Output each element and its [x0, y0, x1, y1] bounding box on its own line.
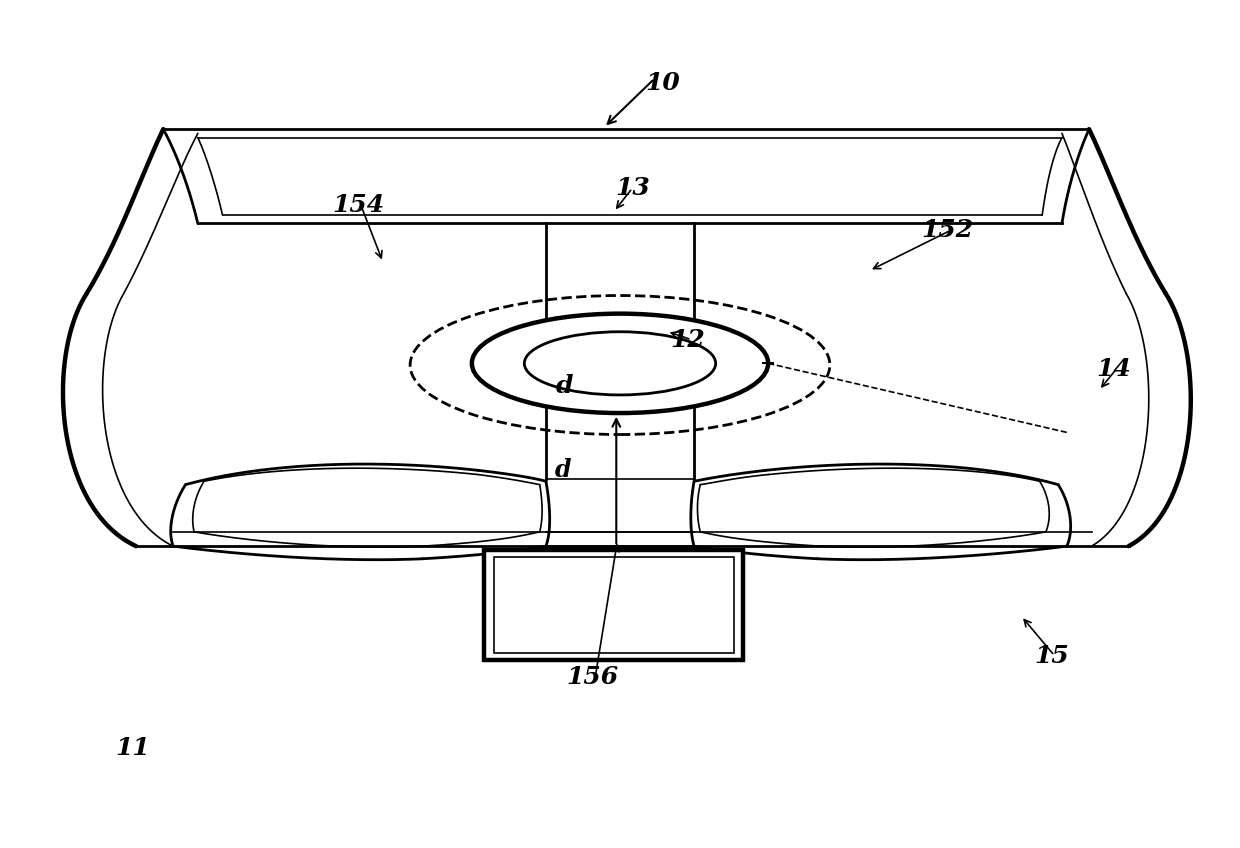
- Text: d: d: [556, 458, 572, 483]
- Bar: [484, 550, 744, 660]
- Text: 10: 10: [646, 71, 681, 95]
- Text: 152: 152: [921, 218, 973, 243]
- Text: 156: 156: [567, 665, 619, 689]
- Text: 154: 154: [332, 193, 384, 217]
- Text: 15: 15: [1034, 644, 1069, 667]
- Ellipse shape: [472, 314, 768, 413]
- Text: 14: 14: [1096, 357, 1131, 382]
- Ellipse shape: [525, 332, 715, 395]
- Text: d: d: [556, 374, 573, 398]
- Text: 12: 12: [671, 328, 706, 352]
- Text: 11: 11: [115, 736, 150, 761]
- Text: 13: 13: [615, 176, 650, 200]
- Bar: [494, 557, 734, 653]
